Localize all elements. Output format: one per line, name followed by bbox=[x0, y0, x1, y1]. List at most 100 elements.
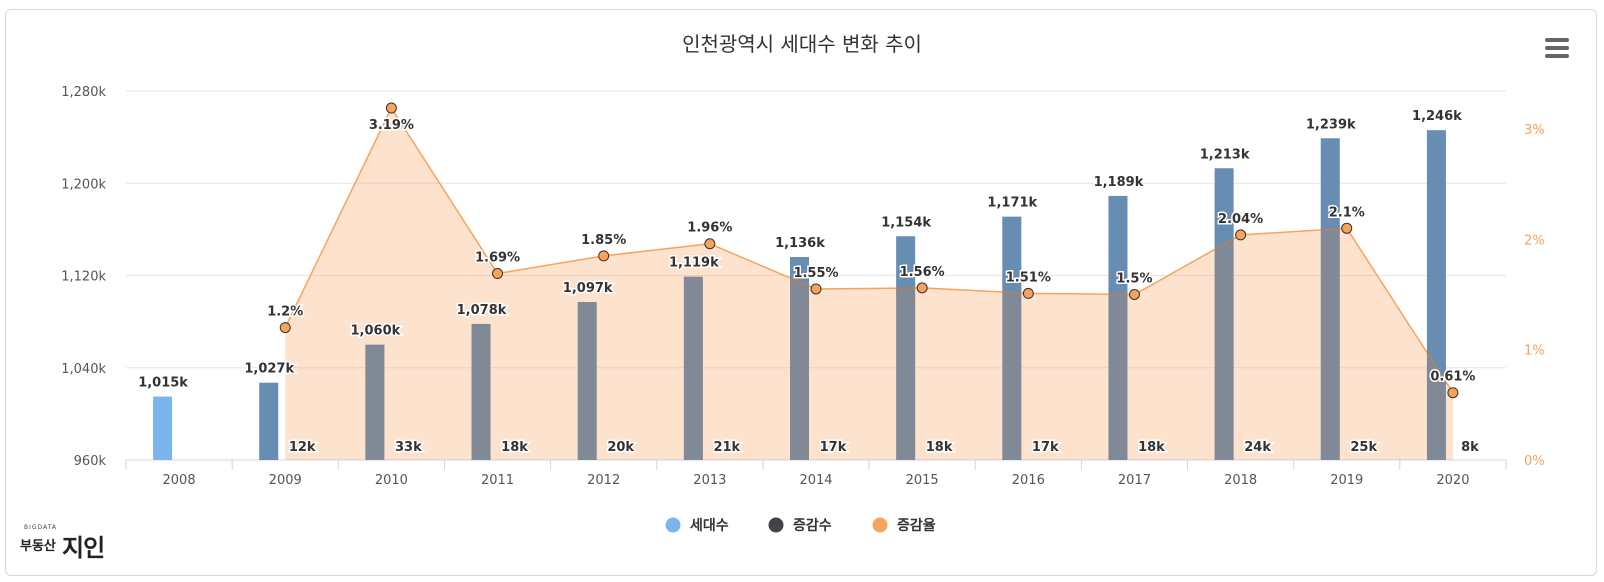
data-label-increase: 25k bbox=[1350, 440, 1377, 455]
bar-increase bbox=[1108, 195, 1128, 460]
data-label-growth-rate: 1.69% bbox=[475, 251, 520, 266]
bar-households bbox=[1002, 216, 1022, 460]
bar-increase bbox=[790, 257, 809, 460]
bar-increase bbox=[1426, 130, 1446, 461]
y-left-tick-label: 1,200k bbox=[61, 177, 106, 192]
bar-households bbox=[1320, 138, 1340, 460]
bar-households bbox=[790, 257, 809, 460]
bar-households bbox=[259, 382, 279, 460]
data-label-growth-rate: 1.85% bbox=[581, 233, 626, 248]
data-label-growth-rate: 1.2% bbox=[267, 305, 303, 320]
marker-growth-rate bbox=[1235, 229, 1247, 241]
data-label-growth-rate: 2.04% bbox=[1218, 212, 1263, 227]
data-label-increase: 20k bbox=[607, 440, 634, 455]
data-label-households: 1,171k bbox=[987, 196, 1037, 211]
marker-growth-rate bbox=[704, 238, 716, 250]
data-label-increase: 21k bbox=[713, 440, 740, 455]
data-label-households: 1,097k bbox=[563, 281, 613, 296]
x-tick-label: 2008 bbox=[163, 473, 196, 488]
bar-households bbox=[153, 396, 173, 460]
legend-marker bbox=[665, 517, 681, 533]
data-label-increase: 8k bbox=[1461, 440, 1479, 455]
data-label-growth-rate: 1.5% bbox=[1116, 272, 1152, 287]
data-label-households: 1,119k bbox=[669, 256, 719, 271]
bar-increase bbox=[365, 344, 385, 460]
y-right-tick-label: 3% bbox=[1524, 123, 1545, 138]
bar-increase bbox=[471, 323, 491, 460]
line-growth-rate bbox=[284, 106, 1454, 394]
data-label-increase: 17k bbox=[820, 440, 847, 455]
data-label-increase: 17k bbox=[1032, 440, 1059, 455]
legend-item-label: 증감율 bbox=[897, 517, 936, 534]
bar-households bbox=[1426, 130, 1446, 461]
y-left-tick-label: 960k bbox=[74, 454, 107, 469]
legend-marker bbox=[768, 517, 784, 533]
data-label-households: 1,239k bbox=[1306, 117, 1356, 132]
x-tick-label: 2014 bbox=[799, 473, 832, 488]
y-right-tick-label: 2% bbox=[1524, 233, 1545, 248]
x-tick-label: 2019 bbox=[1330, 473, 1363, 488]
marker-growth-rate bbox=[1447, 387, 1459, 399]
data-label-households: 1,154k bbox=[881, 215, 931, 230]
data-label-households: 1,060k bbox=[351, 324, 401, 339]
x-tick-label: 2020 bbox=[1436, 473, 1469, 488]
x-tick-label: 2016 bbox=[1012, 473, 1045, 488]
bar-households bbox=[365, 344, 385, 460]
x-tick-label: 2010 bbox=[375, 473, 408, 488]
data-label-growth-rate: 0.61% bbox=[1430, 370, 1475, 385]
data-label-increase: 12k bbox=[289, 440, 316, 455]
x-tick-label: 2012 bbox=[587, 473, 620, 488]
x-tick-label: 2009 bbox=[269, 473, 302, 488]
data-label-increase: 24k bbox=[1244, 440, 1271, 455]
marker-growth-rate bbox=[598, 250, 610, 262]
data-label-growth-rate: 1.56% bbox=[900, 265, 945, 280]
bar-increase bbox=[896, 236, 916, 460]
marker-growth-rate bbox=[492, 268, 504, 280]
data-label-increase: 18k bbox=[1138, 440, 1165, 455]
marker-growth-rate bbox=[385, 102, 397, 114]
data-label-households: 1,015k bbox=[138, 376, 188, 391]
data-label-increase: 18k bbox=[501, 440, 528, 455]
data-label-growth-rate: 1.96% bbox=[687, 221, 732, 236]
x-tick-label: 2015 bbox=[906, 473, 939, 488]
brand-logo: BIGDATA 부동산 지인 bbox=[20, 524, 105, 562]
x-tick-label: 2013 bbox=[693, 473, 726, 488]
bar-households bbox=[683, 276, 703, 460]
bar-households bbox=[577, 302, 597, 460]
area-growth-rate bbox=[285, 108, 1453, 460]
marker-growth-rate bbox=[1128, 289, 1140, 300]
data-label-growth-rate: 1.51% bbox=[1006, 270, 1051, 285]
x-tick-label: 2018 bbox=[1224, 473, 1257, 488]
marker-growth-rate bbox=[1022, 287, 1034, 299]
data-label-increase: 33k bbox=[395, 440, 422, 455]
hamburger-menu-icon[interactable] bbox=[1545, 38, 1569, 60]
data-label-households: 1,027k bbox=[244, 362, 294, 377]
y-left-tick-label: 1,040k bbox=[61, 362, 106, 377]
bar-increase bbox=[577, 302, 597, 460]
y-right-tick-label: 0% bbox=[1524, 454, 1545, 469]
y-left-tick-label: 1,120k bbox=[61, 270, 106, 285]
data-label-growth-rate: 1.55% bbox=[793, 266, 838, 281]
bar-households bbox=[896, 236, 916, 460]
y-right-tick-label: 1% bbox=[1524, 344, 1545, 359]
data-label-households: 1,246k bbox=[1412, 109, 1462, 124]
legend-item-label: 증감수 bbox=[793, 517, 832, 534]
bar-increase bbox=[1002, 216, 1022, 460]
x-tick-label: 2017 bbox=[1118, 473, 1151, 488]
marker-growth-rate bbox=[810, 283, 822, 295]
legend-marker bbox=[872, 517, 888, 533]
bar-increase bbox=[1320, 138, 1340, 460]
marker-growth-rate bbox=[279, 322, 291, 334]
bar-households bbox=[471, 323, 491, 460]
data-label-households: 1,213k bbox=[1200, 147, 1250, 162]
data-label-increase: 18k bbox=[926, 440, 953, 455]
data-label-households: 1,189k bbox=[1094, 175, 1144, 190]
bar-increase bbox=[683, 276, 703, 460]
bar-households bbox=[1108, 195, 1128, 460]
y-left-tick-label: 1,280k bbox=[61, 85, 106, 100]
data-label-households: 1,136k bbox=[775, 236, 825, 251]
bar-increase bbox=[1214, 168, 1234, 460]
data-label-growth-rate: 3.19% bbox=[369, 118, 414, 133]
x-tick-label: 2011 bbox=[481, 473, 514, 488]
